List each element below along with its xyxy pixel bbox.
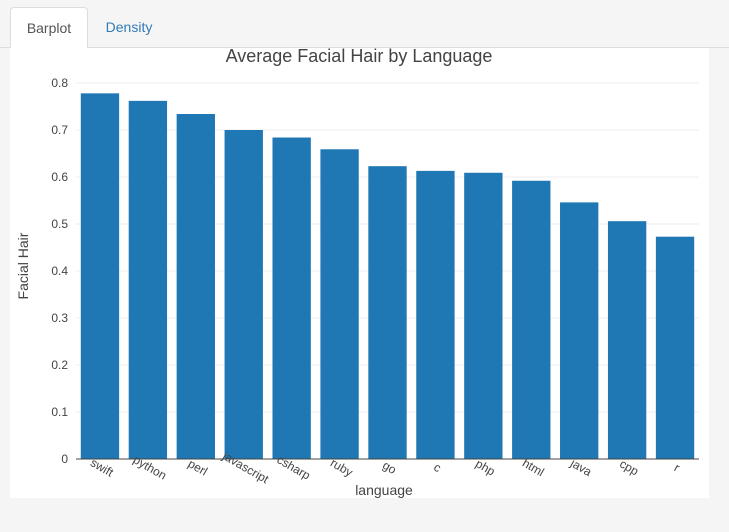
bars bbox=[80, 93, 695, 460]
bar-r bbox=[655, 236, 695, 459]
y-axis-label: Facial Hair bbox=[15, 232, 31, 299]
y-tick-label: 0.2 bbox=[51, 358, 68, 372]
bar-python bbox=[128, 100, 168, 460]
bar-perl bbox=[176, 114, 215, 460]
bar-go bbox=[368, 166, 407, 459]
bar-ruby bbox=[320, 149, 359, 459]
y-tick-label: 0.1 bbox=[51, 405, 68, 419]
bar-html bbox=[512, 180, 551, 459]
x-tick-label: perl bbox=[186, 456, 210, 478]
bar-csharp bbox=[272, 137, 311, 459]
y-tick-label: 0 bbox=[61, 452, 68, 466]
tab-density[interactable]: Density bbox=[105, 19, 153, 35]
x-tick-label: php bbox=[473, 456, 498, 478]
y-tick-label: 0.7 bbox=[51, 123, 68, 137]
bar-cpp bbox=[607, 221, 647, 459]
x-tick-label: cpp bbox=[617, 457, 641, 479]
plot-panel: 0 0.1 0.2 0.3 0.4 0.5 0.6 0.7 0.8 swift python perl… bbox=[10, 46, 709, 498]
bar-php bbox=[464, 172, 503, 459]
x-axis-label: language bbox=[355, 482, 413, 498]
bar-swift bbox=[80, 93, 120, 459]
tab-barplot[interactable]: Barplot bbox=[10, 7, 88, 49]
y-tick-label: 0.5 bbox=[51, 217, 68, 231]
y-tick-label: 0.4 bbox=[51, 264, 68, 278]
bar-java bbox=[560, 202, 599, 459]
y-tick-label: 0.8 bbox=[51, 76, 68, 90]
x-tick-label: go bbox=[380, 458, 399, 477]
tab-bar: Barplot Density bbox=[0, 0, 729, 49]
y-tick-label: 0.6 bbox=[51, 170, 68, 184]
x-tick-label: r bbox=[672, 460, 682, 474]
x-tick-label: c bbox=[431, 460, 443, 475]
bar-javascript bbox=[224, 130, 263, 459]
y-tick-label: 0.3 bbox=[51, 311, 68, 325]
chart-title: Average Facial Hair by Language bbox=[226, 48, 493, 66]
bar-c bbox=[416, 170, 455, 459]
